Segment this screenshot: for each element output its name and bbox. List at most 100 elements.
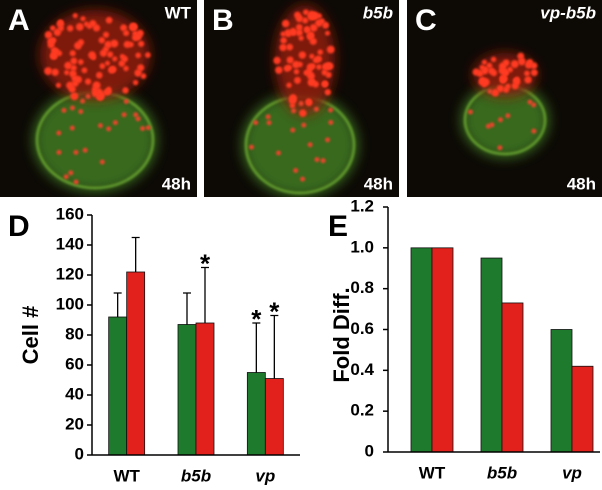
error-bar (183, 292, 191, 325)
y-tick-label: 0 (365, 441, 374, 460)
time-label: 48h (364, 174, 393, 193)
red-cell (61, 107, 67, 113)
red-cell (300, 176, 306, 182)
y-tick-label: 1.2 (350, 196, 374, 215)
red-cell (321, 69, 328, 76)
y-tick-label: 0 (75, 444, 84, 463)
bar (480, 257, 503, 453)
y-tick-label: 0.6 (350, 319, 374, 338)
red-cell (517, 57, 526, 66)
y-tick-label: 140 (56, 234, 84, 253)
red-cell (106, 51, 114, 58)
red-cell (134, 69, 142, 77)
green-tissue (33, 88, 157, 192)
red-cell (109, 65, 117, 73)
red-cell (479, 76, 486, 84)
red-cell (120, 24, 128, 32)
red-cell (290, 29, 297, 37)
green-tissue (461, 82, 549, 158)
red-cell (498, 62, 507, 71)
red-cell (472, 68, 480, 76)
red-cell (323, 62, 332, 70)
error-bar (252, 322, 261, 373)
red-cell (496, 84, 504, 93)
red-cell (69, 50, 76, 57)
red-cell (311, 11, 320, 20)
red-cell (97, 91, 106, 100)
red-cell (64, 61, 73, 70)
red-cell (314, 19, 323, 27)
red-cell (490, 69, 498, 77)
red-cell (84, 78, 92, 85)
bar (246, 372, 266, 456)
micrographs: A WT 48h B b5b 48h C vp-b5b 48h (0, 0, 602, 197)
red-cell (50, 37, 57, 44)
red-cell (69, 105, 75, 111)
red-cell (145, 125, 151, 131)
red-cell (123, 99, 129, 105)
red-cell (275, 66, 283, 74)
red-cell (70, 92, 79, 101)
red-cell (53, 28, 62, 37)
red-cell (497, 117, 503, 123)
red-cell (298, 101, 304, 107)
red-cell (490, 56, 497, 63)
y-tick-label: 120 (56, 264, 84, 283)
red-cell (137, 40, 145, 47)
red-cell (326, 45, 335, 54)
y-axis-label: Fold Diff. (329, 287, 354, 382)
significance-marker: * (200, 248, 211, 278)
red-cell (305, 99, 313, 107)
red-cell (321, 80, 329, 87)
red-cell (132, 79, 139, 86)
red-cell (295, 14, 304, 23)
red-cell (123, 30, 130, 37)
red-cell (135, 52, 142, 59)
red-cell (95, 71, 103, 79)
red-cell (266, 120, 272, 126)
red-cell (56, 20, 65, 28)
red-cell (86, 23, 93, 29)
panel-label: E (328, 210, 348, 243)
red-cell (306, 33, 314, 41)
red-cell (106, 126, 112, 132)
red-cell (51, 68, 59, 76)
red-cell (99, 159, 105, 165)
red-cell (56, 130, 62, 136)
red-cell (517, 52, 525, 60)
red-cell (284, 29, 293, 38)
red-cell (55, 82, 62, 88)
y-tick-label: 60 (65, 354, 84, 373)
red-cell (98, 36, 106, 44)
red-cell (294, 76, 301, 84)
red-cell (102, 31, 110, 38)
red-cell (512, 77, 519, 84)
red-cell (531, 102, 537, 108)
bar (264, 378, 284, 456)
significance-marker: * (251, 304, 262, 334)
y-tick-label: 1.0 (350, 237, 374, 256)
red-cell (281, 19, 290, 28)
error-bar (270, 314, 279, 379)
red-cell (80, 98, 86, 104)
x-tick-label: b5b (487, 463, 517, 482)
red-cell (81, 67, 88, 74)
red-cell (50, 52, 58, 60)
red-cell (50, 47, 58, 54)
condition-label: vp-b5b (540, 3, 596, 22)
red-cell (99, 63, 106, 69)
red-cell (299, 109, 307, 117)
bar (410, 247, 433, 453)
y-axis-label: Cell # (18, 306, 43, 365)
red-cell (307, 66, 313, 72)
red-cell (44, 31, 53, 39)
red-cell (128, 41, 134, 48)
bar (501, 302, 524, 453)
red-cell (56, 149, 62, 155)
panel-label: C (415, 4, 437, 37)
error-bar (113, 292, 122, 317)
red-cell (309, 78, 315, 85)
red-cell (313, 106, 319, 112)
red-cell (505, 83, 511, 90)
